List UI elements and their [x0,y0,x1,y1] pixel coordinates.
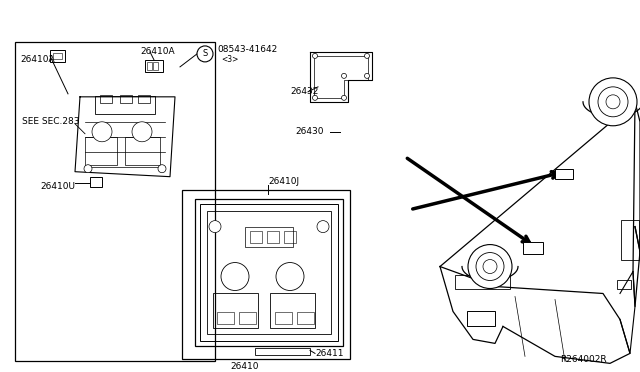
Bar [284,231,296,243]
Circle shape [312,95,317,100]
Bar [15,42,215,361]
Circle shape [132,122,152,142]
Circle shape [365,54,369,58]
Bar [297,312,314,324]
Bar [617,279,631,289]
Circle shape [92,122,112,142]
Text: 26410A: 26410A [140,47,175,57]
Bar [195,199,343,346]
Circle shape [342,73,346,78]
Bar [239,312,256,324]
Text: <3>: <3> [221,55,238,64]
Bar [555,169,573,179]
Circle shape [468,244,512,289]
Circle shape [317,221,329,232]
Circle shape [84,165,92,173]
Circle shape [365,73,369,78]
Text: SEE SEC.283: SEE SEC.283 [22,117,79,126]
Circle shape [221,263,249,291]
Bar [621,219,639,260]
Circle shape [197,46,213,62]
Bar [467,311,495,326]
Bar [50,50,65,62]
Text: 26411: 26411 [315,349,344,358]
Text: R264002R: R264002R [560,355,607,364]
Bar [147,62,152,70]
Bar [213,294,258,328]
Text: S: S [202,49,207,58]
Bar [207,211,331,334]
Text: 08543-41642: 08543-41642 [217,45,277,54]
Bar [153,62,158,70]
Circle shape [589,78,637,126]
Bar [90,177,102,187]
Bar [100,95,112,103]
Circle shape [312,54,317,58]
Bar [200,203,338,341]
Bar [145,60,163,72]
Bar [125,137,160,165]
Text: 26410: 26410 [231,362,259,371]
Bar [250,231,262,243]
Circle shape [276,263,304,291]
Text: 26410A: 26410A [20,55,54,64]
Bar [138,95,150,103]
Text: 26410U: 26410U [40,182,75,191]
Circle shape [342,95,346,100]
Circle shape [606,95,620,109]
Bar [217,312,234,324]
Bar [53,53,62,59]
Bar [182,190,350,359]
Bar [95,96,155,114]
Text: 26432: 26432 [290,87,318,96]
Bar [85,137,117,165]
Circle shape [158,165,166,173]
Text: 26410J: 26410J [268,177,299,186]
Bar [523,241,543,254]
Bar [267,231,279,243]
Circle shape [483,260,497,273]
Bar [120,95,132,103]
Circle shape [209,221,221,232]
Bar [270,294,315,328]
Bar [275,312,292,324]
Bar [245,227,293,247]
Bar [255,349,310,355]
Bar [455,275,510,289]
Text: 26430: 26430 [295,127,323,136]
Circle shape [598,87,628,117]
Circle shape [476,253,504,280]
